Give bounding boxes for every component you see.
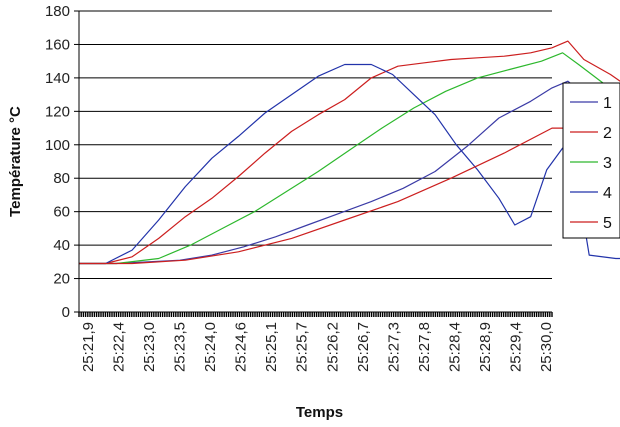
series-line-3 [79, 52, 620, 265]
x-tick-label: 25:29,4 [507, 322, 524, 372]
legend-item: 2 [570, 125, 612, 142]
x-tick-label: 25:21,9 [80, 322, 97, 372]
series-line-2 [79, 40, 620, 265]
x-tick-label: 25:23,0 [141, 322, 158, 372]
legend-label: 4 [603, 185, 612, 202]
y-tick-label: 0 [62, 304, 70, 321]
grid-lines [79, 10, 552, 280]
legend-label: 5 [603, 215, 612, 232]
y-tick-label: 140 [45, 70, 70, 87]
series-lines [79, 40, 620, 265]
x-tick-label: 25:27,3 [385, 322, 402, 372]
legend-item: 1 [570, 95, 612, 112]
series-line-4 [79, 63, 620, 265]
y-tick-label: 40 [53, 237, 70, 254]
y-tick-label: 160 [45, 36, 70, 53]
series-line-5 [79, 127, 620, 265]
x-axis-title: Temps [296, 404, 343, 421]
series-line-1 [79, 80, 620, 265]
legend-label: 2 [603, 125, 612, 142]
x-tick-label: 25:24,0 [202, 322, 219, 372]
x-tick-label: 25:25,1 [263, 322, 280, 372]
legend-label: 3 [603, 155, 612, 172]
x-tick-label: 25:22,4 [111, 322, 128, 372]
x-tick-label: 25:26,7 [355, 322, 372, 372]
y-tick-label: 80 [53, 170, 70, 187]
x-tick-label: 25:23,5 [172, 322, 189, 372]
y-tick-label: 180 [45, 3, 70, 20]
x-tick-label: 25:27,8 [416, 322, 433, 372]
x-tick-label: 25:25,7 [294, 322, 311, 372]
y-axis-ticks: 0 20 40 60 80 100 120 140 160 180 [45, 3, 79, 321]
y-tick-label: 60 [53, 204, 70, 221]
legend-label: 1 [603, 95, 612, 112]
y-tick-label: 20 [53, 271, 70, 288]
y-tick-label: 120 [45, 103, 70, 120]
x-tick-label: 25:28,4 [446, 322, 463, 372]
legend-item: 5 [570, 215, 612, 232]
y-tick-label: 100 [45, 137, 70, 154]
x-tick-band [78, 312, 553, 317]
y-axis-title: Température °C [7, 106, 24, 217]
legend-box [562, 82, 620, 239]
legend-item: 4 [570, 185, 612, 202]
legend-item: 3 [570, 155, 612, 172]
legend: 1 2 3 4 5 [562, 82, 620, 239]
x-axis-ticks: 25:21,9 25:22,4 25:23,0 25:23,5 25:24,0 25:24… [78, 312, 555, 372]
x-tick-label: 25:28,9 [477, 322, 494, 372]
x-tick-label: 25:26,2 [324, 322, 341, 372]
x-tick-label: 25:24,6 [233, 322, 250, 372]
x-tick-label: 25:30,0 [538, 322, 555, 372]
